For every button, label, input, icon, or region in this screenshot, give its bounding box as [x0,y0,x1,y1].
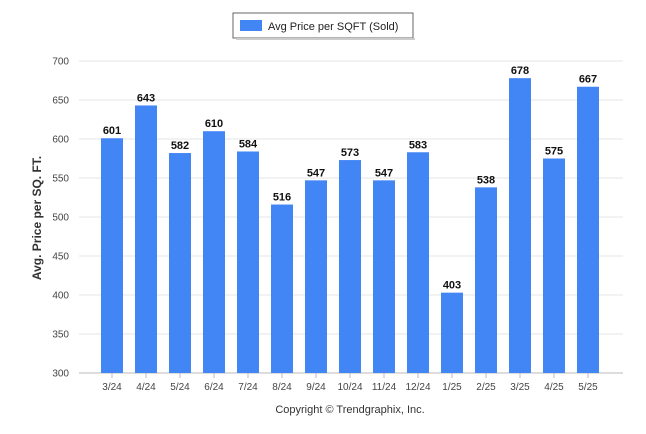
bar [475,187,497,373]
x-tick-label: 7/24 [238,382,258,393]
bar [135,105,157,374]
data-label: 575 [545,146,563,158]
data-label: 547 [307,167,325,179]
x-tick-label: 5/24 [170,382,190,393]
x-tick-label: 12/24 [405,382,430,393]
bar [271,204,293,373]
data-label: 678 [511,65,529,77]
x-axis-ticks: 3/24 4/24 5/24 6/24 7/24 8/24 9/24 10/24 11/24 12… [102,373,598,393]
data-label: 403 [443,280,461,292]
data-label: 667 [579,74,597,86]
data-label: 538 [477,174,495,186]
bars [101,78,599,374]
bar [101,138,123,373]
bar [577,86,599,374]
y-tick-label: 550 [52,174,69,185]
legend-shadow [236,38,415,40]
y-tick-label: 300 [52,369,69,380]
x-tick-label: 2/25 [476,382,496,393]
x-tick-label: 8/24 [272,382,292,393]
bar [509,78,531,373]
x-tick-label: 10/24 [337,382,362,393]
y-tick-label: 500 [52,213,69,224]
legend-box [232,12,414,39]
copyright-text: Copyright © Trendgraphix, Inc. [275,404,424,416]
x-tick-label: 9/24 [306,382,326,393]
y-axis-title: Avg. Price per SQ. FT. [30,156,44,280]
bar [373,180,395,373]
bar [407,152,429,373]
data-label: 610 [205,118,223,130]
x-tick-label: 3/24 [102,382,122,393]
y-axis-ticks: 300 350 400 450 500 550 600 650 700 [52,57,69,380]
y-tick-label: 700 [52,57,69,68]
data-label: 582 [171,140,189,152]
legend: Avg Price per SQFT (Sold) [232,12,415,40]
y-tick-label: 450 [52,252,69,263]
x-tick-label: 6/24 [204,382,224,393]
bar [305,180,327,373]
x-tick-label: 4/25 [544,382,564,393]
data-label: 583 [409,139,427,151]
legend-swatch [240,20,262,31]
data-label: 584 [239,138,258,150]
x-tick-label: 5/25 [578,382,598,393]
data-label: 547 [375,167,393,179]
bar [339,160,361,373]
data-label: 573 [341,147,359,159]
bar [237,151,259,373]
bar [203,131,225,373]
bar [169,153,191,373]
y-tick-label: 400 [52,291,69,302]
data-label: 601 [103,125,121,137]
x-tick-label: 3/25 [510,382,530,393]
legend-label: Avg Price per SQFT (Sold) [268,21,398,33]
y-tick-label: 350 [52,330,69,341]
data-label: 643 [137,92,155,104]
bar [441,292,463,373]
data-label: 516 [273,192,291,204]
value-labels: 601 643 582 610 584 516 547 573 547 583 403 538 678 5… [103,65,597,292]
y-tick-label: 650 [52,96,69,107]
x-tick-label: 11/24 [372,382,397,393]
x-tick-label: 4/24 [136,382,156,393]
bar [543,158,565,373]
x-tick-label: 1/25 [442,382,462,393]
y-tick-label: 600 [52,135,69,146]
